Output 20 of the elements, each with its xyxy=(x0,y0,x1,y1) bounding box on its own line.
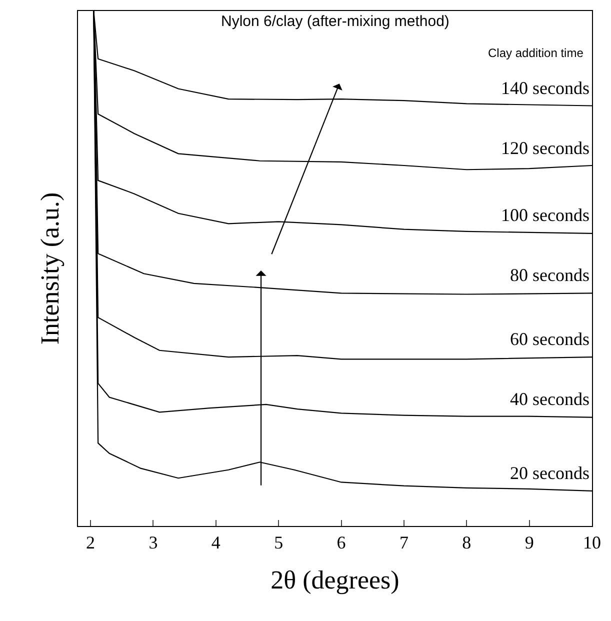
series-label: 60 seconds xyxy=(510,329,590,349)
x-tick-label: 8 xyxy=(462,532,472,553)
x-tick-label: 3 xyxy=(148,532,158,553)
x-axis-title: 2θ (degrees) xyxy=(270,565,400,594)
y-axis-title: Intensity (a.u.) xyxy=(35,192,64,345)
series-label: 20 seconds xyxy=(510,463,590,483)
series-label: 100 seconds xyxy=(501,205,590,225)
x-tick-label: 5 xyxy=(274,532,284,553)
series-label: 80 seconds xyxy=(510,265,590,285)
x-tick-label: 2 xyxy=(86,532,96,553)
annotation: Clay addition time xyxy=(488,46,584,60)
x-tick-label: 4 xyxy=(211,532,220,553)
x-tick-label: 9 xyxy=(524,532,534,553)
x-tick-label: 6 xyxy=(336,532,346,553)
chart-title: Nylon 6/clay (after-mixing method) xyxy=(221,13,450,30)
series-label: 140 seconds xyxy=(501,78,590,98)
series-label: 120 seconds xyxy=(501,138,590,158)
x-tick-label: 10 xyxy=(583,532,601,553)
x-tick-label: 7 xyxy=(399,532,408,553)
series-label: 40 seconds xyxy=(510,389,590,409)
